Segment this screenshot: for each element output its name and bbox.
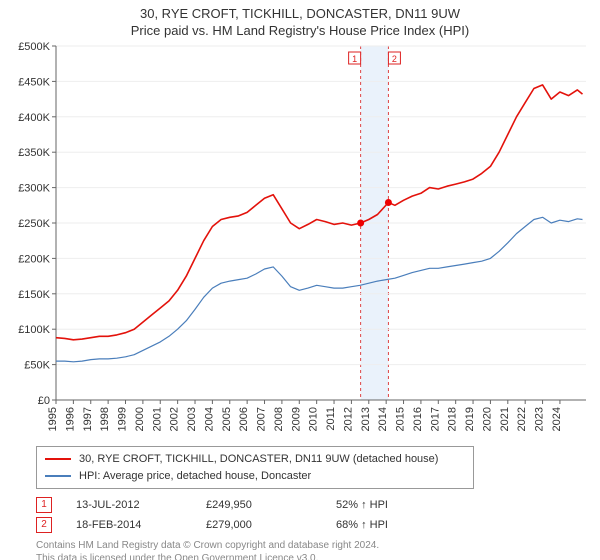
sale-row-2: 2 18-FEB-2014 £279,000 68% ↑ HPI — [36, 517, 600, 533]
attribution-line-2: This data is licensed under the Open Gov… — [36, 552, 600, 560]
svg-text:1997: 1997 — [82, 407, 94, 431]
svg-text:2013: 2013 — [360, 407, 372, 431]
svg-text:2020: 2020 — [481, 407, 493, 431]
legend-row-1: 30, RYE CROFT, TICKHILL, DONCASTER, DN11… — [45, 451, 465, 468]
svg-text:2023: 2023 — [534, 407, 546, 431]
svg-text:2018: 2018 — [447, 407, 459, 431]
legend-swatch-2 — [45, 475, 71, 477]
sale-row-1: 1 13-JUL-2012 £249,950 52% ↑ HPI — [36, 497, 600, 513]
svg-text:1996: 1996 — [64, 407, 76, 431]
svg-text:2016: 2016 — [412, 407, 424, 431]
sale-marker-2: 2 — [36, 517, 52, 533]
svg-text:2005: 2005 — [221, 407, 233, 431]
svg-text:2008: 2008 — [273, 407, 285, 431]
svg-text:2007: 2007 — [256, 407, 268, 431]
title-line-2: Price paid vs. HM Land Registry's House … — [0, 21, 600, 40]
svg-text:£450K: £450K — [18, 76, 50, 88]
svg-text:2022: 2022 — [516, 407, 528, 431]
svg-text:2000: 2000 — [134, 407, 146, 431]
svg-text:2006: 2006 — [238, 407, 250, 431]
svg-text:2011: 2011 — [325, 407, 337, 431]
svg-text:£400K: £400K — [18, 112, 50, 124]
svg-text:£300K: £300K — [18, 183, 50, 195]
sale-marker-1: 1 — [36, 497, 52, 513]
svg-text:2009: 2009 — [290, 407, 302, 431]
attribution: Contains HM Land Registry data © Crown c… — [36, 539, 600, 560]
legend: 30, RYE CROFT, TICKHILL, DONCASTER, DN11… — [36, 446, 474, 489]
sale-date-1: 13-JUL-2012 — [76, 499, 206, 511]
svg-text:2010: 2010 — [308, 407, 320, 431]
svg-text:£350K: £350K — [18, 147, 50, 159]
svg-text:£100K: £100K — [18, 324, 50, 336]
svg-text:2019: 2019 — [464, 407, 476, 431]
sale-pct-2: 68% ↑ HPI — [336, 519, 466, 531]
svg-text:1: 1 — [352, 54, 357, 64]
svg-text:2017: 2017 — [429, 407, 441, 431]
svg-text:1998: 1998 — [99, 407, 111, 431]
svg-text:2003: 2003 — [186, 407, 198, 431]
legend-swatch-1 — [45, 458, 71, 460]
svg-text:2024: 2024 — [551, 407, 563, 431]
chart-area: £0 £50K £100K £150K £200K £250K £300K £350K £400… — [0, 40, 600, 440]
legend-label-1: 30, RYE CROFT, TICKHILL, DONCASTER, DN11… — [79, 451, 438, 468]
svg-text:£50K: £50K — [24, 360, 50, 372]
svg-text:2001: 2001 — [151, 407, 163, 431]
svg-text:2004: 2004 — [203, 407, 215, 431]
svg-text:2012: 2012 — [342, 407, 354, 431]
sale-price-2: £279,000 — [206, 519, 336, 531]
legend-row-2: HPI: Average price, detached house, Donc… — [45, 468, 465, 485]
sale-price-1: £249,950 — [206, 499, 336, 511]
svg-text:£0: £0 — [38, 395, 50, 407]
legend-label-2: HPI: Average price, detached house, Donc… — [79, 468, 311, 485]
sales-list: 1 13-JUL-2012 £249,950 52% ↑ HPI 2 18-FE… — [36, 497, 600, 533]
chart-svg: £0 £50K £100K £150K £200K £250K £300K £350K £400… — [0, 40, 600, 440]
svg-text:2014: 2014 — [377, 407, 389, 431]
title-line-1: 30, RYE CROFT, TICKHILL, DONCASTER, DN11… — [0, 0, 600, 21]
svg-text:£250K: £250K — [18, 218, 50, 230]
svg-text:2: 2 — [392, 54, 397, 64]
svg-text:2002: 2002 — [169, 407, 181, 431]
svg-text:1995: 1995 — [47, 407, 59, 431]
svg-text:£500K: £500K — [18, 41, 50, 53]
sale-date-2: 18-FEB-2014 — [76, 519, 206, 531]
svg-text:1999: 1999 — [117, 407, 129, 431]
svg-text:2015: 2015 — [395, 407, 407, 431]
svg-text:2021: 2021 — [499, 407, 511, 431]
svg-text:£200K: £200K — [18, 253, 50, 265]
svg-text:£150K: £150K — [18, 289, 50, 301]
attribution-line-1: Contains HM Land Registry data © Crown c… — [36, 539, 600, 552]
sale-pct-1: 52% ↑ HPI — [336, 499, 466, 511]
